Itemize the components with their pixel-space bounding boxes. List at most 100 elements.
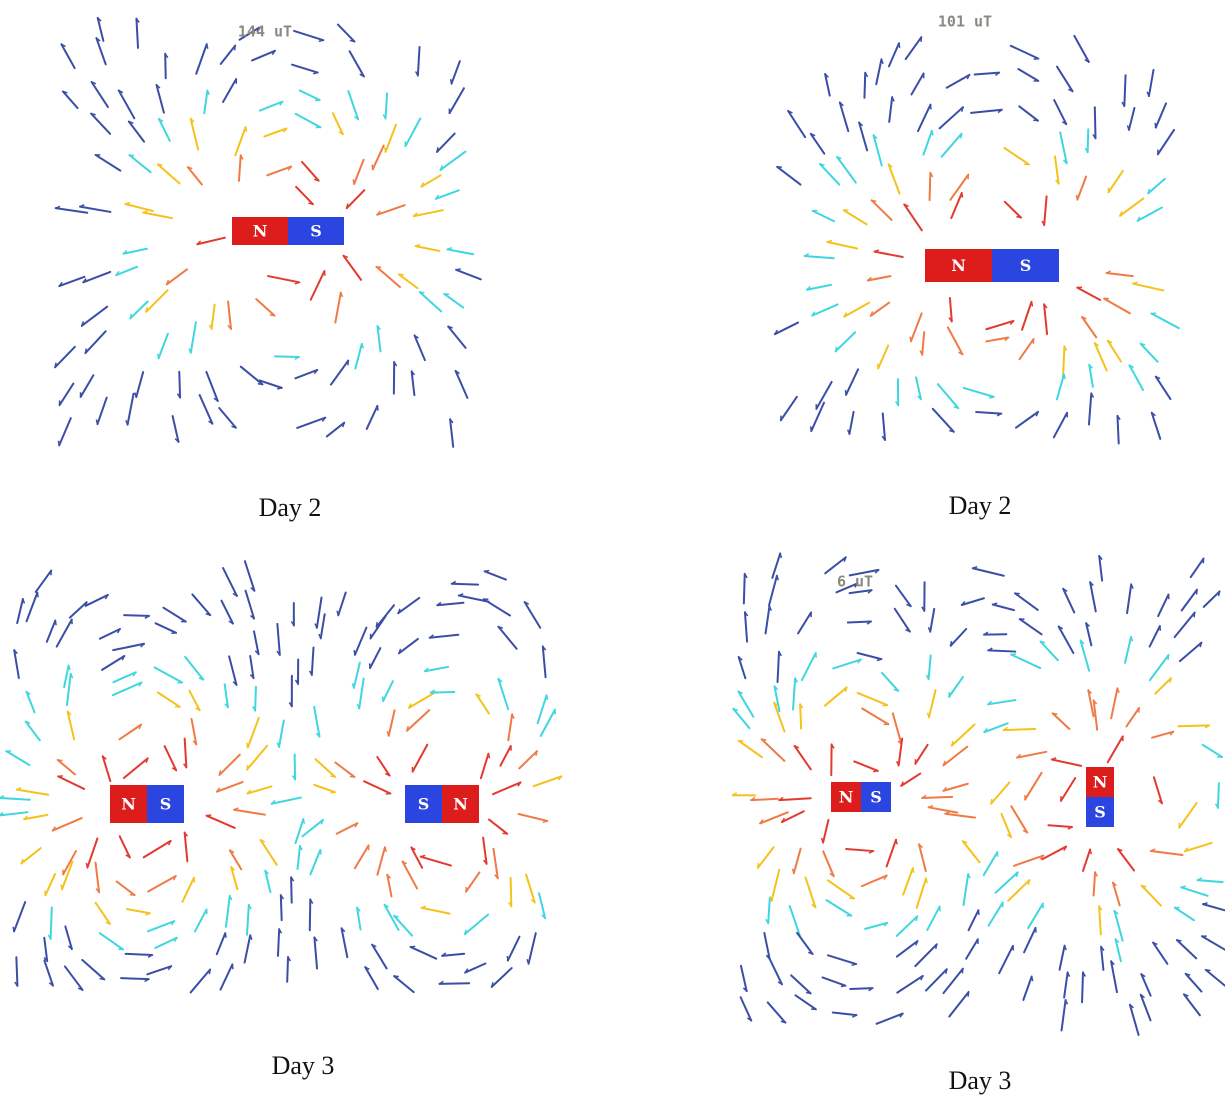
- arrow-head: [209, 969, 210, 974]
- field-arrow: [191, 119, 198, 150]
- field-arrow: [247, 746, 267, 770]
- field-arrow: [541, 710, 555, 736]
- field-arrow: [498, 679, 508, 709]
- field-arrow: [1060, 132, 1067, 163]
- field-arrow: [991, 782, 1009, 803]
- field-arrow: [964, 388, 994, 397]
- field-arrow: [200, 395, 213, 424]
- arrow-head: [451, 79, 452, 84]
- field-arrow: [70, 602, 87, 617]
- arrow-head: [207, 44, 208, 49]
- field-arrow: [245, 561, 255, 591]
- field-arrow: [350, 51, 364, 76]
- field-arrow: [217, 782, 243, 792]
- field-arrow: [364, 781, 390, 793]
- field-arrow: [56, 208, 88, 213]
- field-arrow: [117, 882, 135, 896]
- field-arrow: [439, 983, 469, 984]
- field-arrow: [1124, 75, 1125, 106]
- field-arrow: [452, 584, 478, 585]
- field-arrow: [367, 406, 378, 429]
- field-arrow: [335, 293, 340, 323]
- field-arrow: [246, 591, 254, 619]
- field-arrow: [766, 606, 770, 633]
- field-arrow: [984, 852, 998, 875]
- field-arrow: [943, 784, 967, 791]
- field-arrow: [1156, 377, 1171, 399]
- field-arrow: [772, 553, 780, 578]
- arrow-head: [951, 641, 952, 646]
- field-arrow: [762, 739, 785, 761]
- field-arrow: [850, 988, 872, 989]
- field-arrow: [1118, 849, 1134, 870]
- field-arrow: [1001, 814, 1011, 837]
- arrow-head: [411, 946, 416, 947]
- field-arrow: [338, 593, 345, 616]
- field-arrow: [539, 893, 545, 918]
- field-arrow: [311, 271, 325, 300]
- field-arrow: [1125, 637, 1131, 663]
- field-arrow: [143, 213, 172, 219]
- field-arrow: [241, 367, 263, 385]
- field-arrow: [1151, 314, 1179, 329]
- field-reading: 6 uT: [837, 573, 873, 591]
- arrow-head: [961, 134, 962, 139]
- field-arrow: [1198, 880, 1223, 882]
- field-arrow: [386, 94, 388, 119]
- pole-label: N: [839, 788, 854, 807]
- field-arrow: [1141, 995, 1151, 1021]
- field-arrow: [1077, 288, 1100, 300]
- field-arrow: [80, 207, 110, 212]
- field-arrow: [751, 799, 778, 800]
- arrow-head: [896, 840, 897, 845]
- field-reading: 101 uT: [938, 13, 992, 31]
- field-arrow: [791, 975, 810, 993]
- field-arrow: [165, 54, 166, 79]
- arrow-head: [877, 659, 881, 660]
- arrow-head: [23, 599, 25, 603]
- field-arrow: [1014, 856, 1043, 866]
- arrow-head: [86, 863, 87, 868]
- arrow-head: [320, 850, 321, 855]
- field-arrow: [1158, 130, 1174, 154]
- arrow-head: [376, 267, 381, 268]
- field-arrow: [167, 269, 187, 284]
- field-arrow: [1175, 908, 1194, 921]
- field-arrow: [1141, 344, 1158, 362]
- field-arrow: [878, 346, 888, 369]
- arrow-head: [993, 603, 998, 604]
- field-arrow: [989, 903, 1003, 926]
- arrow-head: [303, 819, 304, 824]
- field-arrow: [529, 933, 536, 964]
- field-arrow: [1149, 70, 1154, 96]
- field-arrow: [798, 612, 811, 633]
- field-arrow: [1018, 69, 1038, 81]
- field-arrow: [1022, 302, 1031, 330]
- field-arrow: [355, 845, 369, 868]
- arrow-head: [235, 46, 236, 51]
- field-arrow: [871, 303, 889, 316]
- field-arrow: [1083, 849, 1090, 871]
- field-arrow: [121, 978, 149, 979]
- pole-label: S: [1020, 256, 1032, 275]
- field-arrow: [188, 167, 202, 184]
- field-arrow: [465, 963, 485, 972]
- field-arrow: [221, 601, 232, 624]
- arrow-head: [352, 683, 354, 687]
- field-arrow: [333, 113, 343, 134]
- field-arrow: [182, 878, 193, 902]
- field-arrow: [768, 898, 770, 923]
- field-arrow: [124, 758, 148, 778]
- arrow-head: [1133, 282, 1137, 284]
- arrow-head: [247, 743, 248, 748]
- field-arrow: [797, 933, 812, 954]
- field-arrow: [1127, 584, 1131, 613]
- arrow-head: [1076, 195, 1077, 200]
- field-arrow: [930, 609, 934, 632]
- arrow-head: [232, 964, 233, 969]
- field-arrow: [219, 755, 239, 775]
- field-arrow: [113, 644, 144, 650]
- field-arrow: [102, 656, 124, 670]
- field-arrow: [929, 690, 936, 717]
- field-arrow: [1126, 708, 1139, 726]
